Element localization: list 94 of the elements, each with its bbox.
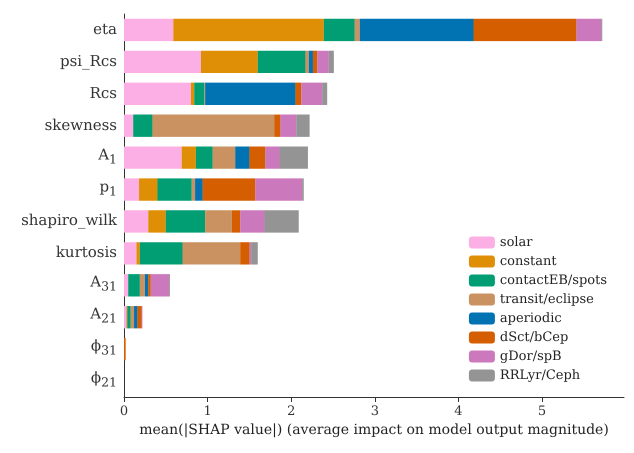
y-tick-label: A$_{1}$ — [98, 144, 117, 168]
bar — [124, 82, 191, 105]
bar — [144, 274, 148, 296]
legend-label: transit/eclipse — [500, 292, 594, 307]
bar — [196, 146, 213, 169]
bar — [249, 146, 266, 169]
bar — [136, 242, 140, 265]
legend-label: gDor/spB — [500, 349, 562, 364]
x-tick-label: 3 — [370, 404, 379, 419]
bar — [255, 178, 302, 201]
bar — [202, 178, 256, 201]
y-tick-label: A$_{21}$ — [90, 304, 117, 328]
legend-label: contactEB/spots — [500, 273, 608, 288]
x-tick-label: 1 — [203, 404, 212, 419]
bar — [166, 210, 206, 233]
bar — [360, 18, 474, 42]
bar — [124, 18, 174, 42]
legend-label: solar — [500, 235, 534, 250]
y-tick-label: skewness — [44, 116, 117, 134]
y-tick-label: ϕ$_{31}$ — [90, 336, 117, 360]
bar — [133, 114, 152, 137]
bar — [137, 306, 142, 328]
bar — [265, 146, 280, 169]
x-tick-label: 2 — [287, 404, 296, 419]
bar — [317, 50, 329, 74]
bar — [140, 274, 145, 296]
bar — [139, 178, 158, 201]
bar — [124, 306, 127, 328]
bar — [232, 210, 240, 233]
bar — [328, 50, 334, 74]
bar — [305, 50, 309, 74]
bar — [235, 146, 250, 169]
y-tick-label: psi_Rcs — [60, 52, 117, 70]
bar — [140, 242, 183, 265]
bar — [308, 50, 313, 74]
bar — [258, 50, 306, 74]
bar — [295, 82, 302, 105]
bar — [190, 82, 194, 105]
bar — [124, 178, 140, 201]
bar — [354, 18, 360, 42]
y-tick-label: ϕ$_{21}$ — [90, 368, 117, 392]
bar — [134, 306, 138, 328]
bar — [124, 146, 182, 169]
bar — [251, 242, 258, 265]
bar — [124, 210, 148, 233]
bar — [301, 82, 322, 105]
legend-label: dSct/bCep — [500, 330, 568, 345]
bar — [576, 18, 602, 42]
bar — [195, 178, 203, 201]
bar — [264, 210, 299, 233]
bar — [157, 178, 192, 201]
bar — [194, 82, 204, 105]
bar — [182, 242, 240, 265]
bar — [124, 242, 137, 265]
legend-label: aperiodic — [500, 311, 562, 326]
y-tick-label: p$_{1}$ — [99, 176, 117, 200]
bar — [324, 18, 355, 42]
bar — [240, 210, 264, 233]
bar — [148, 274, 151, 296]
bar — [130, 306, 134, 328]
bar — [312, 50, 318, 74]
bar — [280, 114, 296, 137]
bar — [192, 178, 196, 201]
bar — [127, 306, 131, 328]
bar — [280, 146, 308, 169]
bar — [173, 18, 324, 42]
bar — [296, 114, 310, 137]
x-tick-label: 5 — [538, 404, 546, 419]
legend-label: constant — [500, 254, 558, 269]
bar — [322, 82, 328, 105]
y-tick-label: Rcs — [90, 84, 117, 102]
y-tick-label: kurtosis — [56, 243, 117, 262]
bar — [124, 50, 201, 74]
y-tick-label: eta — [93, 20, 117, 38]
y-tick-label: shapiro_wilk — [21, 212, 117, 230]
x-tick-label: 4 — [454, 404, 463, 419]
bar — [205, 210, 232, 233]
bar — [212, 146, 236, 169]
bar — [274, 114, 280, 137]
bar — [240, 242, 250, 265]
x-tick-label: 0 — [120, 404, 128, 419]
bar — [205, 82, 296, 105]
bar — [200, 50, 258, 74]
bar — [150, 274, 170, 296]
legend-label: RRLyr/Ceph — [500, 368, 581, 383]
bar — [182, 146, 196, 169]
bar — [128, 274, 140, 296]
bar — [152, 114, 274, 137]
bar — [124, 274, 128, 296]
bar — [474, 18, 576, 42]
bar — [148, 210, 166, 233]
y-tick-label: A$_{31}$ — [90, 272, 117, 296]
x-axis-title: mean(|SHAP value|) (average impact on model output magnitude) — [139, 422, 609, 438]
bar — [124, 114, 134, 137]
